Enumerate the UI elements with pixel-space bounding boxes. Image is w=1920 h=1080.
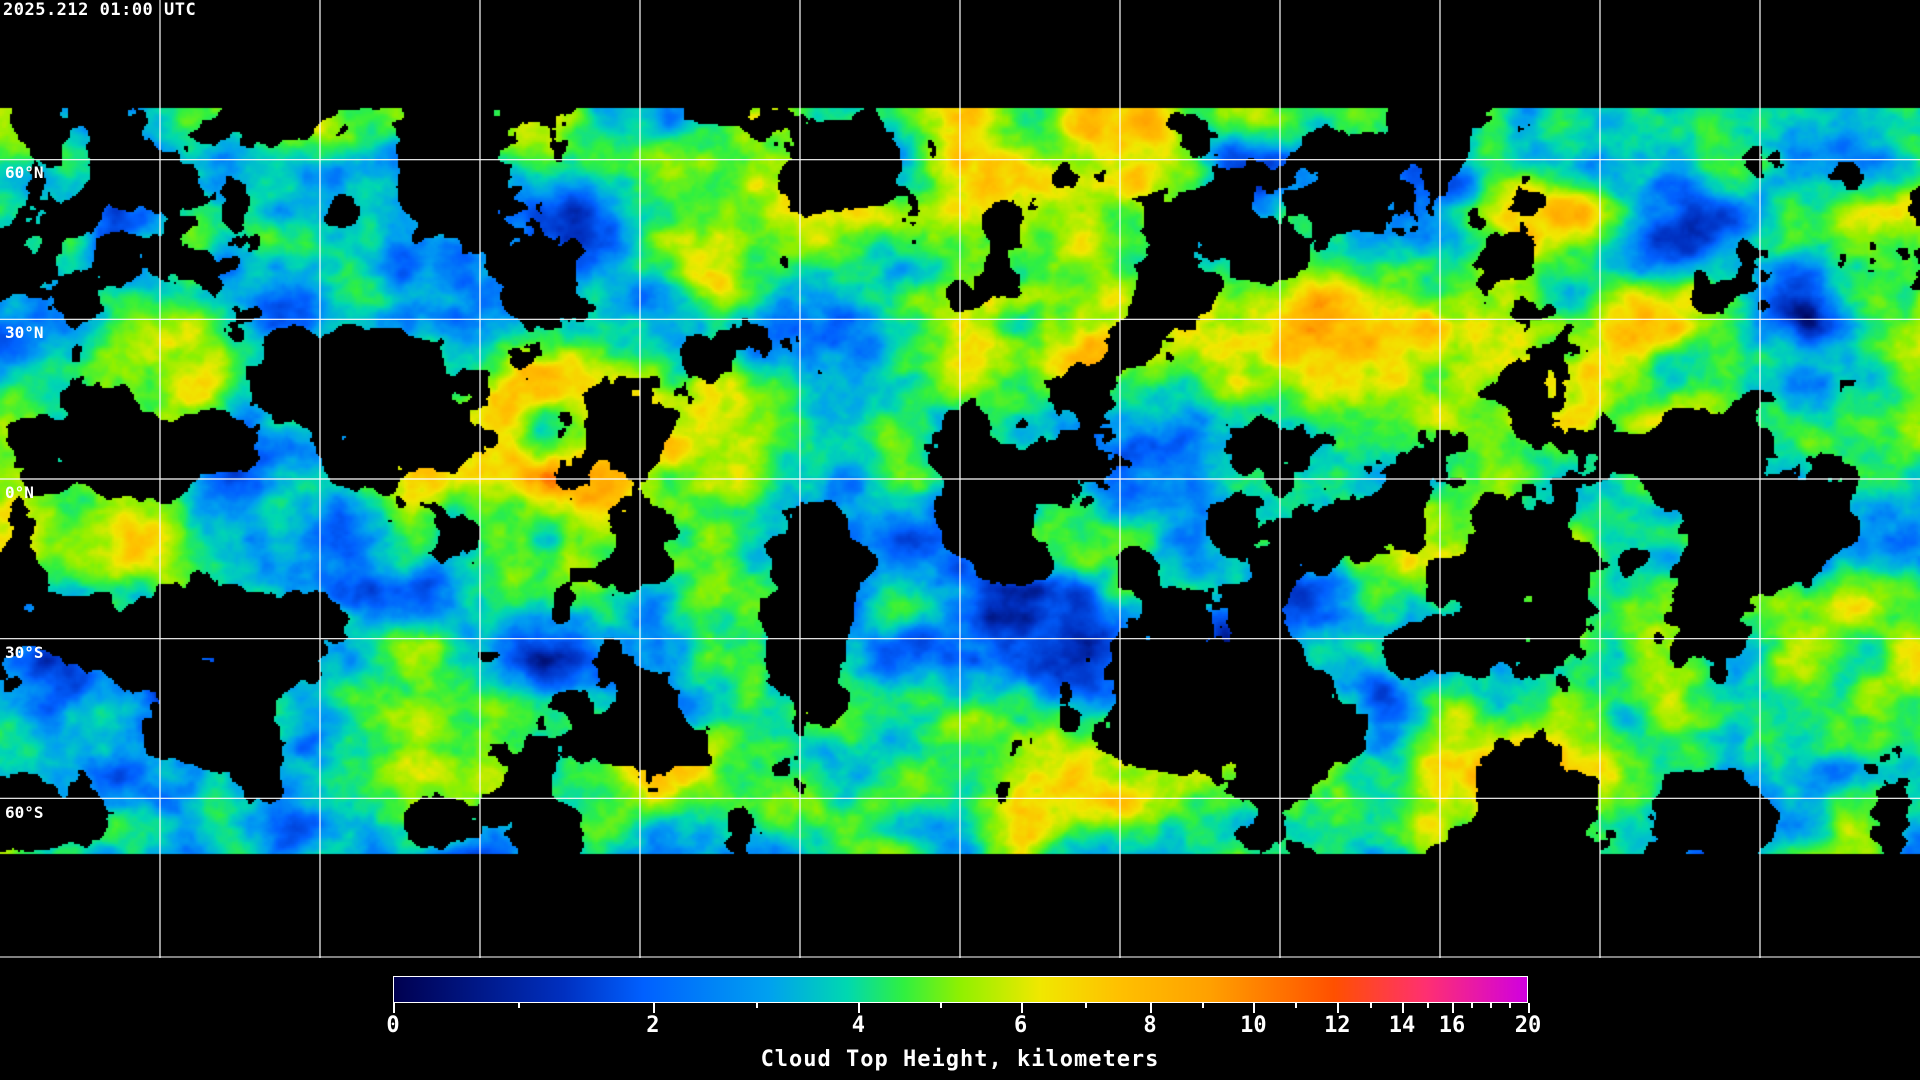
minor-tick (1085, 1003, 1088, 1008)
minor-tick (939, 1003, 942, 1008)
minor-tick (1369, 1003, 1372, 1008)
tick-label-12: 12 (1324, 1013, 1351, 1038)
minor-tick (755, 1003, 758, 1008)
lat-label-30s: 30°S (5, 643, 44, 662)
major-tick (652, 1003, 655, 1013)
lat-label-0: 0°N (5, 483, 34, 502)
major-tick (1020, 1003, 1023, 1013)
minor-tick (1295, 1003, 1298, 1008)
colorbar-ticks: 0 2 4 6 8 10 12 14 16 20 (386, 1003, 1541, 1063)
timestamp-title: 2025.212 01:00 UTC (3, 0, 197, 20)
colorbar-title: Cloud Top Height, kilometers (760, 1047, 1160, 1072)
minor-tick (517, 1003, 520, 1008)
major-tick (1253, 1003, 1256, 1013)
minor-tick (1508, 1003, 1511, 1008)
tick-label-14: 14 (1388, 1013, 1416, 1038)
major-tick (1451, 1003, 1454, 1013)
tick-label-4: 4 (851, 1013, 865, 1038)
lat-label-60s: 60°S (5, 803, 44, 822)
major-tick (1402, 1003, 1404, 1013)
major-tick (1337, 1003, 1340, 1013)
major-tick (1528, 1003, 1530, 1013)
tick-label-20: 20 (1514, 1013, 1542, 1038)
minor-tick (1426, 1003, 1429, 1008)
tick-label-6: 6 (1014, 1013, 1028, 1038)
lat-label-60n: 60°N (5, 163, 44, 182)
tick-label-16: 16 (1438, 1013, 1466, 1038)
minor-tick (1470, 1003, 1473, 1008)
tick-label-10: 10 (1240, 1013, 1267, 1038)
major-tick (858, 1003, 861, 1013)
cloud-top-height-map: 2025.212 01:00 UTC 60°N 30°N 0°N 30°S 60… (0, 0, 1920, 958)
tick-label-2: 2 (646, 1013, 660, 1038)
lat-label-30n: 30°N (5, 323, 44, 342)
tick-label-0: 0 (386, 1013, 400, 1038)
colorbar (393, 976, 1528, 1003)
lat-lon-grid (0, 0, 1920, 958)
minor-tick (1201, 1003, 1204, 1008)
tick-label-8: 8 (1143, 1013, 1157, 1038)
major-tick (393, 1003, 395, 1013)
major-tick (1150, 1003, 1153, 1013)
minor-tick (1489, 1003, 1492, 1008)
